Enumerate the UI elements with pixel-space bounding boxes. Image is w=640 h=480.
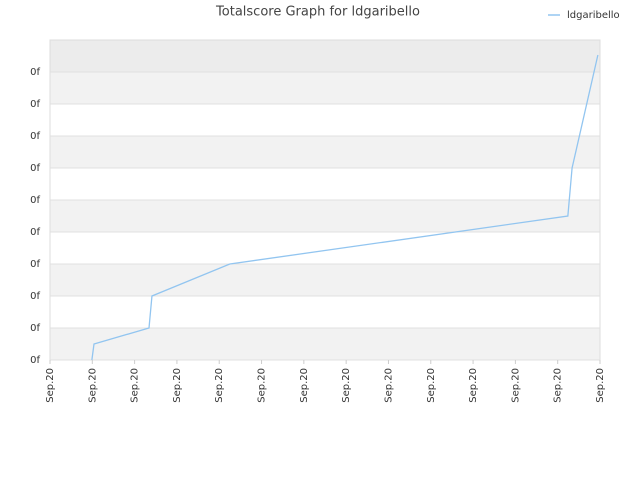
plot-band <box>50 328 600 360</box>
x-tick-label: Sep.20 <box>87 368 98 403</box>
x-tick-label: Sep.20 <box>214 368 225 403</box>
x-tick-label: Sep.20 <box>45 368 56 403</box>
x-tick-label: Sep.20 <box>595 368 606 403</box>
plot-band <box>50 40 600 72</box>
y-tick-label: 0f <box>30 323 40 334</box>
y-tick-label: 0f <box>30 163 40 174</box>
chart-title: Totalscore Graph for ldgaribello <box>215 5 420 20</box>
x-tick-label: Sep.20 <box>510 368 521 403</box>
y-tick-label: 0f <box>30 227 40 238</box>
plot-band <box>50 72 600 104</box>
x-tick-label: Sep.20 <box>553 368 564 403</box>
legend-label: ldgaribello <box>567 10 620 21</box>
plot-band <box>50 232 600 264</box>
plot-band <box>50 264 600 296</box>
x-tick-label: Sep.20 <box>341 368 352 403</box>
x-tick-label: Sep.20 <box>299 368 310 403</box>
y-tick-label: 0f <box>30 131 40 142</box>
x-tick-label: Sep.20 <box>468 368 479 403</box>
plot-band <box>50 104 600 136</box>
plot-band <box>50 136 600 168</box>
x-tick-label: Sep.20 <box>172 368 183 403</box>
plot-band <box>50 168 600 200</box>
x-tick-label: Sep.20 <box>383 368 394 403</box>
y-tick-label: 0f <box>30 259 40 270</box>
x-tick-label: Sep.20 <box>130 368 141 403</box>
series-line <box>91 54 599 361</box>
x-tick-label: Sep.20 <box>257 368 268 403</box>
x-tick-label: Sep.20 <box>426 368 437 403</box>
y-tick-label: 0f <box>30 67 40 78</box>
y-tick-label: 0f <box>30 195 40 206</box>
y-tick-label: 0f <box>30 355 40 366</box>
y-tick-label: 0f <box>30 291 40 302</box>
plot-band <box>50 296 600 328</box>
y-tick-label: 0f <box>30 99 40 110</box>
plot-band <box>50 200 600 232</box>
